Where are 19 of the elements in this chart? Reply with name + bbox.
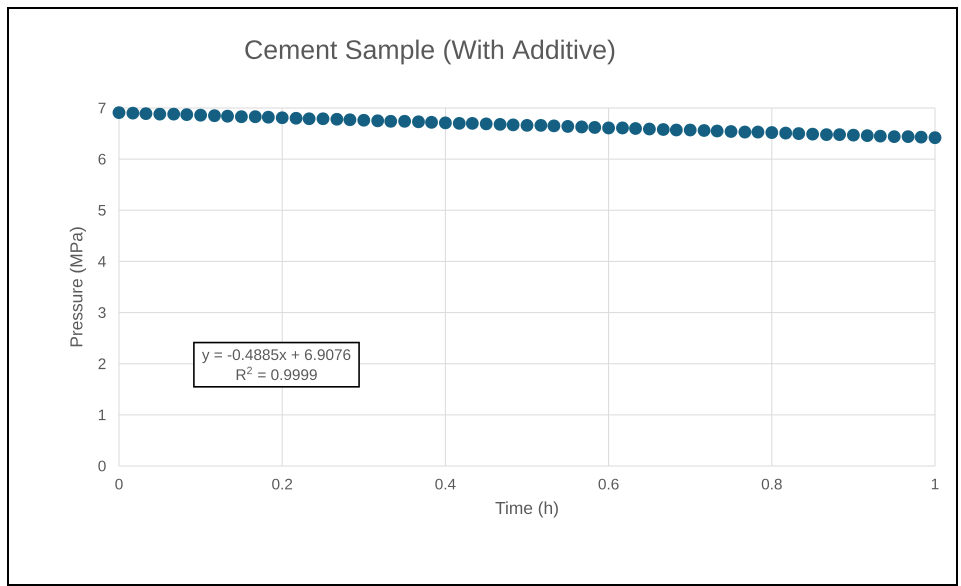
- annotation: y = -0.4885x + 6.9076: [202, 349, 350, 364]
- x-tick-label: 1: [932, 478, 939, 490]
- chart-title: Cement Sample (With Additive): [245, 40, 614, 64]
- y-tick-label: 5: [98, 204, 106, 216]
- x-tick-label: 0.6: [598, 478, 619, 490]
- x-tick-label: 0.2: [272, 478, 292, 490]
- y-axis-title: Pressure (MPa): [70, 227, 86, 346]
- y-tick-label: 2: [98, 358, 106, 370]
- x-axis-title: Time (h): [495, 501, 558, 518]
- x-tick-label: 0.8: [762, 478, 782, 490]
- x-tick-label: 0: [115, 478, 123, 490]
- y-tick-label: 7: [98, 102, 106, 114]
- y-tick-label: 3: [98, 307, 106, 318]
- annotation: R$^{2}$ = 0.9999: [236, 366, 317, 380]
- x-tick-label: 0.4: [435, 478, 456, 490]
- y-tick-label: 1: [98, 410, 106, 420]
- y-tick-label: 4: [98, 256, 106, 267]
- y-tick-label: 0: [98, 460, 106, 472]
- y-tick-label: 6: [98, 154, 106, 165]
